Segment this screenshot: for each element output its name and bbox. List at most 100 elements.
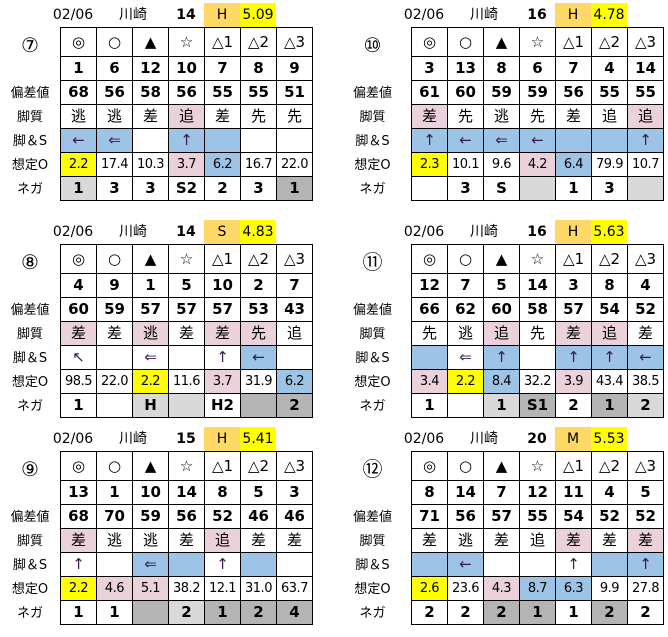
table-cell: 17.4 xyxy=(96,152,133,177)
race-panel: 02/06 川崎 15 H 5.41 ⑨ 偏差値 脚質 脚＆S 想定O ネガ ◎ ○ ▲ ☆ △1 △2 △3 13… xyxy=(0,427,334,637)
table-cell: 4 xyxy=(627,273,664,298)
row-label: 偏差値 xyxy=(352,510,392,525)
table-cell: 追 xyxy=(276,321,313,346)
estimated-odds-row: 2.2 4.6 5.1 38.2 12.1 31.0 63.7 xyxy=(60,576,313,601)
table-cell: ← xyxy=(627,345,664,370)
table-cell: 52 xyxy=(591,504,628,529)
race-venue: 川崎 xyxy=(470,224,498,240)
race-panel: 02/06 川崎 16 H 4.78 ⑩ 偏差値 脚質 脚＆S 想定O ネガ ◎ ○ ▲ ☆ △1 △2 △3 3 1… xyxy=(334,3,668,213)
table-cell: 54 xyxy=(555,504,592,529)
row-label: 脚質 xyxy=(16,534,43,549)
table-cell: 5 xyxy=(483,273,520,298)
table-cell: 2 xyxy=(168,600,205,625)
table-cell: 46 xyxy=(276,504,313,529)
table-cell: 逃 xyxy=(132,528,169,553)
table-cell: ⇐ xyxy=(96,128,133,153)
table-cell: 7 xyxy=(555,56,592,81)
table-cell: 70 xyxy=(96,504,133,529)
table-cell: ☆ xyxy=(168,244,205,274)
table-cell: 68 xyxy=(60,504,97,529)
table-cell: 8 xyxy=(483,56,520,81)
table-cell: 59 xyxy=(96,297,133,322)
row-label: 脚＆S xyxy=(355,351,390,366)
race-date: 02/06 xyxy=(52,431,94,447)
table-cell xyxy=(240,128,277,153)
table-cell: ⇐ xyxy=(483,128,520,153)
table-cell: ↑ xyxy=(627,552,664,577)
race-grade: M xyxy=(555,427,591,451)
table-cell: ◎ xyxy=(60,451,97,481)
negative-row: 1 3 3 S2 2 3 1 xyxy=(60,176,313,201)
table-cell: 56 xyxy=(555,80,592,105)
table-cell: 31.0 xyxy=(240,576,277,601)
table-cell: 68 xyxy=(60,80,97,105)
race-date: 02/06 xyxy=(52,224,94,240)
table-cell: 98.5 xyxy=(60,369,97,394)
table-cell: 差 xyxy=(204,321,241,346)
table-cell xyxy=(411,345,448,370)
table-cell xyxy=(411,552,448,577)
race-venue: 川崎 xyxy=(470,431,498,447)
table-cell: △2 xyxy=(240,451,277,481)
table-cell xyxy=(240,393,277,418)
row-label: ネガ xyxy=(359,182,386,197)
race-date: 02/06 xyxy=(403,7,445,23)
table-cell: 11 xyxy=(555,480,592,505)
row-label: 脚＆S xyxy=(12,558,48,573)
table-cell xyxy=(627,176,664,201)
table-cell: 12 xyxy=(411,273,448,298)
table-cell: 56 xyxy=(96,80,133,105)
race-number: ⑫ xyxy=(362,457,383,481)
table-cell: 差 xyxy=(411,528,448,553)
table-cell: △1 xyxy=(204,244,241,274)
leg-speed-row: ⇐ ↑ ↑ ↑ ← xyxy=(411,345,664,370)
row-label: ネガ xyxy=(359,606,386,621)
table-cell: 13 xyxy=(60,480,97,505)
table-cell: 2 xyxy=(411,600,448,625)
table-cell: 2 xyxy=(204,176,241,201)
table-cell: 先 xyxy=(519,321,556,346)
table-cell xyxy=(519,176,556,201)
table-cell: 56 xyxy=(168,80,205,105)
table-cell: 12.1 xyxy=(204,576,241,601)
table-cell: 4.2 xyxy=(519,152,556,177)
table-cell: △3 xyxy=(276,451,313,481)
table-cell: 54 xyxy=(591,297,628,322)
table-cell: 先 xyxy=(411,321,448,346)
table-cell: ◎ xyxy=(411,27,448,57)
runner-count: 20 xyxy=(527,431,547,447)
negative-row: 1 1 S1 2 1 2 xyxy=(411,393,664,418)
table-cell: 62 xyxy=(447,297,484,322)
table-cell: ◎ xyxy=(411,451,448,481)
row-label: 偏差値 xyxy=(10,86,50,101)
table-cell: ☆ xyxy=(168,27,205,57)
table-cell: 2 xyxy=(276,393,313,418)
table-cell: 先 xyxy=(447,104,484,129)
table-cell: 1 xyxy=(483,393,520,418)
table-cell: 66 xyxy=(411,297,448,322)
table-cell: 9.9 xyxy=(591,576,628,601)
prediction-table: ◎ ○ ▲ ☆ △1 △2 △3 1 6 12 10 7 8 9 68 56 58 56 55 55 51 逃逃差追差先先… xyxy=(60,27,313,201)
table-cell: 59 xyxy=(483,80,520,105)
row-label: ネガ xyxy=(16,182,43,197)
table-cell: 差 xyxy=(204,104,241,129)
table-cell: 2.2 xyxy=(60,152,97,177)
table-cell: 先 xyxy=(519,104,556,129)
table-cell: 32.2 xyxy=(519,369,556,394)
table-cell: 2.2 xyxy=(447,369,484,394)
table-cell: 53 xyxy=(240,297,277,322)
row-label: 脚質 xyxy=(359,110,386,125)
table-cell: ▲ xyxy=(132,451,169,481)
table-cell: 55 xyxy=(591,80,628,105)
table-cell: 57 xyxy=(204,297,241,322)
table-cell: 6.4 xyxy=(555,152,592,177)
table-cell: ▲ xyxy=(483,27,520,57)
table-cell: ◎ xyxy=(60,27,97,57)
horse-number-row: 1 6 12 10 7 8 9 xyxy=(60,56,313,81)
row-label: 脚質 xyxy=(359,534,386,549)
table-cell: 9 xyxy=(276,56,313,81)
table-cell: 差 xyxy=(483,528,520,553)
table-cell: ◎ xyxy=(60,244,97,274)
race-date: 02/06 xyxy=(52,7,94,23)
table-cell: 58 xyxy=(519,297,556,322)
